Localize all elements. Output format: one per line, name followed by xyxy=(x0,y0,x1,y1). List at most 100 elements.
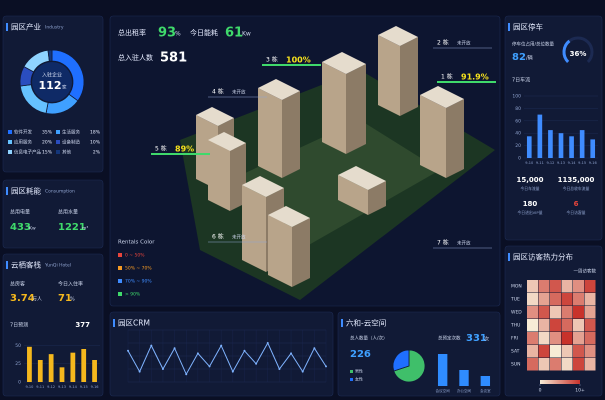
heat-cell xyxy=(561,319,573,332)
panel-marker xyxy=(6,261,8,269)
y-tick-label: 25 xyxy=(15,361,21,367)
occupancy-value: 82 xyxy=(512,52,526,63)
building-status: 未开放 xyxy=(457,240,471,247)
hotel-unit: 万人 xyxy=(32,297,42,303)
rentals-legend-item: 50% ~ 70% xyxy=(125,266,152,272)
energy-label: 总用电量 xyxy=(10,209,30,216)
building-status: 89% xyxy=(175,145,194,154)
heat-cell xyxy=(538,319,550,332)
stat-label: 总出租率 xyxy=(118,28,146,37)
stat-unit: Kw xyxy=(242,31,251,38)
building-side xyxy=(208,140,230,211)
building-roof xyxy=(196,107,234,126)
legend-label: 信息电子产品 xyxy=(14,149,41,156)
stat-label: 今日能耗 xyxy=(190,28,218,37)
x-tick-label: 办公空间 xyxy=(457,388,471,393)
heat-cell xyxy=(527,319,538,332)
panel-marker xyxy=(113,319,115,327)
legend-label: 应用服务 xyxy=(14,139,32,146)
stat-unit: 人 xyxy=(180,56,186,63)
rentals-legend-title: Rentals Color xyxy=(118,240,155,246)
legend-swatch xyxy=(118,292,122,296)
legend-swatch xyxy=(8,130,12,134)
y-tick-label: 40 xyxy=(515,131,521,137)
hotel-value: 3.74 xyxy=(10,293,35,304)
x-tick-label: 9-13 xyxy=(557,161,565,165)
heat-cell xyxy=(573,332,584,345)
building-status: 未开放 xyxy=(457,40,471,47)
x-tick-label: 9-14 xyxy=(69,385,78,389)
heat-cell xyxy=(584,345,596,358)
heat-cell xyxy=(584,358,596,371)
bar xyxy=(37,360,43,382)
heat-cell xyxy=(561,293,573,306)
building-name: 5 栋 xyxy=(155,145,167,153)
panel-subtitle: Consumption xyxy=(45,189,75,195)
line-point xyxy=(208,365,211,368)
x-tick-label: 会议空间 xyxy=(436,388,450,393)
heat-cell xyxy=(550,332,561,345)
parking-stat-label: 今日总收车流量 xyxy=(563,186,590,191)
legend-swatch xyxy=(56,140,60,144)
stat-value: 581 xyxy=(160,51,187,66)
bar xyxy=(27,346,32,382)
building-front xyxy=(346,64,366,154)
legend-label: 软件开发 xyxy=(14,129,32,136)
line-point xyxy=(173,347,176,350)
heat-cell xyxy=(550,319,561,332)
building-side xyxy=(378,35,400,116)
heat-cell xyxy=(550,293,561,306)
x-tick-label: 会议室 xyxy=(480,388,491,393)
building-status: 未开放 xyxy=(232,234,246,241)
x-tick-label: 9-10 xyxy=(525,161,533,165)
building-name: 7 栋 xyxy=(437,239,449,247)
x-tick-label: 9-11 xyxy=(36,385,44,389)
panel xyxy=(109,311,334,397)
line-point xyxy=(313,347,316,350)
energy-value: 1221 xyxy=(58,222,86,233)
line-point xyxy=(243,349,246,352)
building-status: 未开放 xyxy=(232,89,246,96)
heat-row-label: SUN xyxy=(511,362,521,368)
heat-cell xyxy=(550,280,561,293)
energy-label: 总用水量 xyxy=(58,209,78,216)
visitors-value: 226 xyxy=(350,349,371,360)
heat-cell xyxy=(527,280,538,293)
parking-stat-label: 今日进出VIP量 xyxy=(518,210,543,215)
energy-value: 433 xyxy=(10,222,31,233)
line-point xyxy=(127,349,129,352)
legend-value: 2% xyxy=(93,150,101,156)
bar xyxy=(590,139,596,158)
heat-row-label: MON xyxy=(511,284,522,290)
heat-cell xyxy=(527,332,538,345)
gauge-label: 36% xyxy=(570,50,587,58)
x-tick-label: 9-12 xyxy=(47,385,55,389)
legend-swatch xyxy=(118,279,122,283)
heat-row-label: THU xyxy=(510,323,520,329)
heat-cell xyxy=(573,280,584,293)
heat-cell xyxy=(538,345,550,358)
line-point xyxy=(196,352,199,355)
building-roof xyxy=(258,79,300,100)
bar xyxy=(548,130,553,158)
colorbar-label: 0 xyxy=(539,388,542,394)
building-name: 1 栋 xyxy=(441,73,453,81)
bookings-unit: 次 xyxy=(484,336,489,343)
heat-row-label: TUE xyxy=(510,297,520,303)
building-status: 91.9% xyxy=(461,73,489,82)
line-point xyxy=(278,368,281,370)
heat-cell xyxy=(561,332,573,345)
heat-cell xyxy=(561,280,573,293)
heat-cell xyxy=(550,306,561,319)
energy-unit: Kw xyxy=(29,226,36,232)
panel-marker xyxy=(6,187,8,195)
legend-value: 15% xyxy=(42,150,53,156)
rentals-legend-item: > 90% xyxy=(125,292,141,298)
heat-cell xyxy=(573,358,584,371)
legend-value: 35% xyxy=(42,130,53,136)
heat-cell xyxy=(573,293,584,306)
heat-cell xyxy=(538,280,550,293)
building-front xyxy=(400,37,418,116)
x-tick-label: 9-11 xyxy=(536,161,544,165)
heat-cell xyxy=(538,306,550,319)
